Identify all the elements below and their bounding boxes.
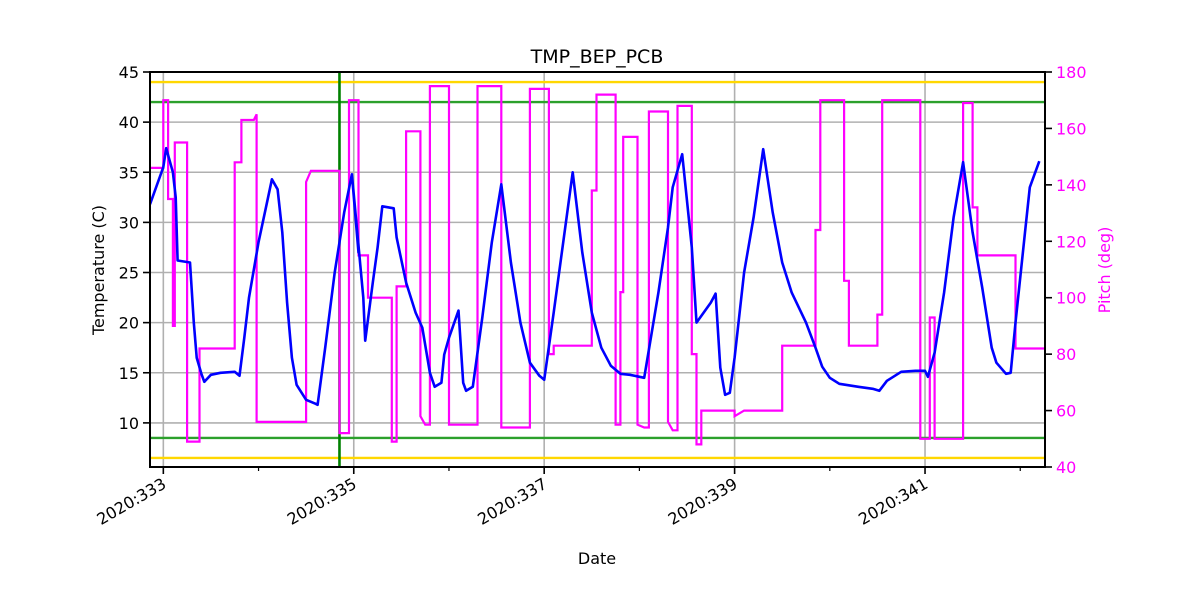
temperature-series-line xyxy=(150,146,1041,407)
y-left-tick-label: 10 xyxy=(119,414,139,433)
y-right-tick-label: 180 xyxy=(1056,63,1087,82)
y-left-tick-label: 45 xyxy=(119,63,139,82)
y-left-tick-label: 40 xyxy=(119,113,139,132)
y-axis-right-ticks: 40 60 80 100 120 140 160 180 xyxy=(1045,63,1087,477)
y-left-tick-label: 30 xyxy=(119,213,139,232)
pitch-series-line xyxy=(150,84,1045,446)
y-left-tick-label: 20 xyxy=(119,314,139,333)
y-right-tick-label: 40 xyxy=(1056,458,1076,477)
y-left-tick-label: 25 xyxy=(119,264,139,283)
y-right-tick-label: 160 xyxy=(1056,119,1087,138)
y-right-tick-label: 120 xyxy=(1056,232,1087,251)
y-left-tick-label: 35 xyxy=(119,163,139,182)
plot-area xyxy=(150,84,1045,446)
y-axis-left-ticks: 10 15 20 25 30 35 40 45 xyxy=(119,63,150,433)
plot-frame xyxy=(149,71,1046,468)
y-axis-right-label: Pitch (deg) xyxy=(1095,227,1114,314)
x-gridlines xyxy=(162,72,926,467)
chart-title: TMP_BEP_PCB xyxy=(530,46,664,68)
y-right-tick-label: 100 xyxy=(1056,289,1087,308)
y-left-tick-label: 15 xyxy=(119,364,139,383)
x-axis-label: Date xyxy=(578,549,616,568)
y-axis-left-label: Temperature (C) xyxy=(89,205,108,336)
y-right-tick-label: 80 xyxy=(1056,345,1076,364)
y-right-tick-label: 60 xyxy=(1056,402,1076,421)
y-right-tick-label: 140 xyxy=(1056,176,1087,195)
